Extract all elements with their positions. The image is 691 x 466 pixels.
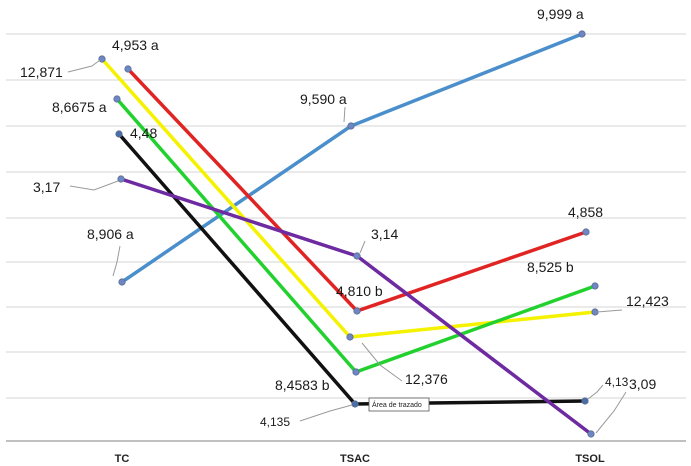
series-3 — [113, 95, 599, 376]
data-label: 8,906 a — [87, 226, 134, 242]
data-point — [124, 65, 132, 73]
data-label: 4,48 — [130, 125, 157, 141]
plot-area-tooltip: Área de trazado — [368, 397, 430, 412]
x-tick-label: TSOL — [575, 453, 605, 465]
series-4 — [115, 130, 589, 408]
label-leader-line — [343, 106, 346, 123]
data-point — [587, 430, 595, 438]
data-label: 4,13 — [605, 375, 629, 389]
data-label: 8,6675 a — [52, 99, 107, 115]
data-point — [581, 397, 589, 405]
data-label: 4,135 — [260, 415, 290, 429]
data-point — [113, 95, 121, 103]
data-label: 4,858 — [568, 204, 603, 220]
data-label: 4,953 a — [112, 37, 159, 53]
label-leader-line — [299, 404, 353, 422]
data-label: 8,525 b — [527, 259, 574, 275]
series-lines — [98, 30, 599, 438]
tooltip-text: Área de trazado — [372, 400, 422, 409]
data-label: 12,376 — [405, 371, 448, 387]
data-point — [578, 30, 586, 38]
label-leader-line — [595, 391, 627, 434]
data-point — [346, 333, 354, 341]
label-leader-line — [596, 309, 623, 313]
data-label: 9,999 a — [537, 6, 584, 22]
data-label: 4,810 b — [336, 283, 383, 299]
data-labels: 8,906 a 9,590 a 9,999 a 4,953 a 4,810 b 4,858… — [20, 6, 669, 429]
data-point — [352, 368, 360, 376]
data-label: 9,590 a — [300, 91, 347, 107]
data-point — [353, 307, 361, 315]
data-point — [117, 175, 125, 183]
series-2 — [98, 55, 599, 341]
data-point — [347, 122, 355, 130]
data-point — [118, 278, 126, 286]
data-label: 3,09 — [629, 376, 656, 392]
data-label: 3,17 — [33, 179, 60, 195]
label-leader-line — [361, 342, 403, 382]
x-tick-label: TC — [115, 453, 130, 465]
data-point — [353, 252, 361, 260]
label-leader-line — [112, 245, 121, 277]
series-line — [117, 132, 586, 406]
label-leader-line — [67, 59, 101, 73]
data-label: 3,14 — [371, 226, 398, 242]
data-label: 12,423 — [626, 293, 669, 309]
data-point — [351, 400, 359, 408]
series-5 — [117, 175, 595, 438]
x-tick-label: TSAC — [340, 453, 370, 465]
label-leader-line — [587, 384, 604, 400]
label-leader-lines — [67, 59, 627, 434]
data-point — [582, 228, 590, 236]
data-label: 12,871 — [20, 64, 63, 80]
data-label: 8,4583 b — [275, 377, 330, 393]
series-0 — [118, 30, 586, 286]
series-1 — [124, 65, 590, 315]
tooltip-box — [368, 397, 430, 412]
data-point — [591, 282, 599, 290]
x-axis: TC TSAC TSOL — [6, 440, 686, 465]
data-point — [115, 130, 123, 138]
data-point — [98, 55, 106, 63]
label-leader-line — [359, 240, 366, 254]
label-leader-line — [69, 180, 119, 191]
